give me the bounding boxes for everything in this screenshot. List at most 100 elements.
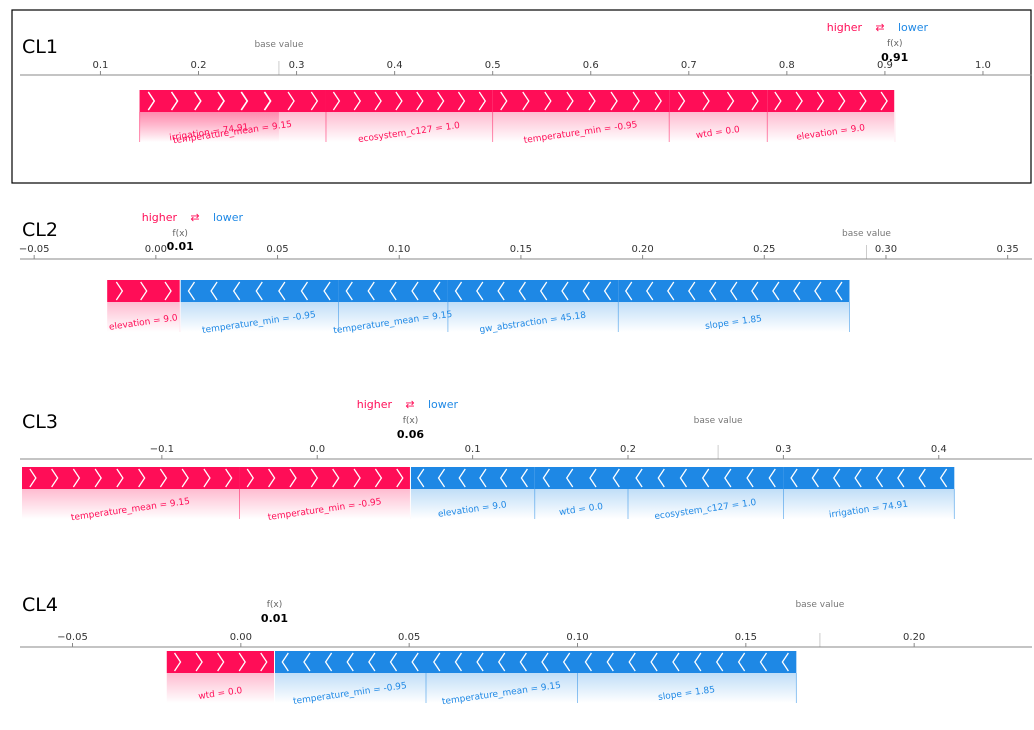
chevron [751, 91, 759, 111]
segment-fill [447, 302, 619, 332]
chevron [859, 91, 867, 111]
force-segment [783, 467, 955, 489]
x-tick-label: 0.0 [309, 444, 325, 455]
force-segment [325, 90, 493, 112]
x-tick-label: 0.5 [485, 60, 501, 71]
x-tick-label: −0.1 [150, 444, 174, 455]
chevron [646, 281, 654, 301]
segment-fill [22, 489, 240, 519]
x-tick-label: 0.4 [387, 60, 403, 71]
x-tick-label: 0.6 [583, 60, 599, 71]
chevron [437, 91, 445, 111]
x-tick-label: −0.05 [19, 244, 50, 255]
force-segment [239, 467, 411, 489]
base-value-label: base value [795, 600, 844, 610]
chevron [310, 91, 319, 111]
x-tick-label: 0.20 [631, 244, 653, 255]
chevron [289, 468, 297, 488]
x-tick-label: 0.00 [230, 632, 252, 643]
chevron [374, 468, 383, 488]
segment-fill [239, 489, 411, 519]
segment-fill [492, 112, 670, 142]
chevron [217, 91, 225, 111]
chevron [497, 281, 505, 301]
chevron [433, 281, 441, 301]
chevron [544, 91, 552, 111]
chevron [759, 652, 768, 672]
segment-fill [767, 112, 895, 142]
chevron [838, 91, 846, 111]
chevron [565, 468, 574, 488]
chevron [519, 652, 527, 672]
chevron [238, 652, 246, 672]
segment-fill [669, 112, 768, 142]
x-tick-label: 0.15 [735, 632, 757, 643]
chevron [29, 468, 37, 488]
force-segment [180, 280, 339, 302]
chevron [880, 91, 888, 111]
fx-label: f(x) [887, 39, 903, 49]
chevron [433, 652, 441, 672]
chevron [657, 468, 665, 488]
x-tick-label: 0.25 [753, 244, 775, 255]
force-segment [628, 467, 784, 489]
chevron [454, 281, 463, 301]
chevron [612, 468, 620, 488]
chevron [225, 468, 233, 488]
chevron [278, 281, 286, 301]
legend-higher: higher [827, 21, 863, 34]
x-tick-label: 0.05 [266, 244, 288, 255]
chevron [332, 468, 340, 488]
chevron [281, 652, 289, 672]
x-tick-label: 0.2 [620, 444, 636, 455]
chevron [303, 652, 311, 672]
chevron [918, 468, 926, 488]
segment-fill [325, 112, 493, 142]
chevron [589, 468, 597, 488]
chevron [679, 468, 688, 488]
chevron [260, 652, 268, 672]
chevron [539, 281, 548, 301]
chevron [672, 652, 680, 672]
force-segment [338, 280, 448, 302]
legend-arrows: ⇄ [875, 21, 884, 34]
fx-value: 0.91 [881, 51, 908, 64]
chevron [240, 91, 249, 111]
legend-higher: higher [142, 211, 178, 224]
chevron [389, 281, 397, 301]
panel-title: CL2 [22, 219, 58, 241]
chevron [833, 468, 841, 488]
chevron [814, 281, 822, 301]
chevron [368, 652, 376, 672]
chevron [454, 652, 463, 672]
segment-fill [139, 112, 326, 142]
chevron [264, 91, 272, 111]
chevron [159, 468, 168, 488]
force-segment [492, 90, 670, 112]
force-plot-cl4: CL4 f(x) 0.01 base value −0.05 0.00 0.05 0.… [20, 594, 1032, 707]
base-value-label: base value [842, 229, 891, 239]
segment-fill [107, 302, 181, 332]
x-tick-label: 0.1 [465, 444, 481, 455]
force-plot-cl2: CL2 higher ⇄ lower f(x) 0.01 base value … [19, 211, 1032, 336]
chevron [562, 652, 571, 672]
chevron [541, 652, 549, 672]
x-tick-label: 0.00 [145, 244, 167, 255]
chevron [217, 652, 225, 672]
panel-title: CL4 [22, 594, 58, 616]
x-tick-label: 0.15 [510, 244, 532, 255]
chevron [497, 652, 506, 672]
chevron [345, 281, 353, 301]
chevron [582, 281, 590, 301]
fx-label: f(x) [172, 229, 188, 239]
chevron [324, 652, 333, 672]
x-tick-label: 0.10 [566, 632, 588, 643]
cl1-panel-border [11, 9, 1032, 184]
force-segment [577, 651, 797, 673]
chevron [353, 91, 362, 111]
force-segment [534, 467, 628, 489]
chevron [140, 281, 148, 301]
segment-fill [534, 489, 628, 519]
chevron [542, 468, 550, 488]
chevron [195, 652, 203, 672]
